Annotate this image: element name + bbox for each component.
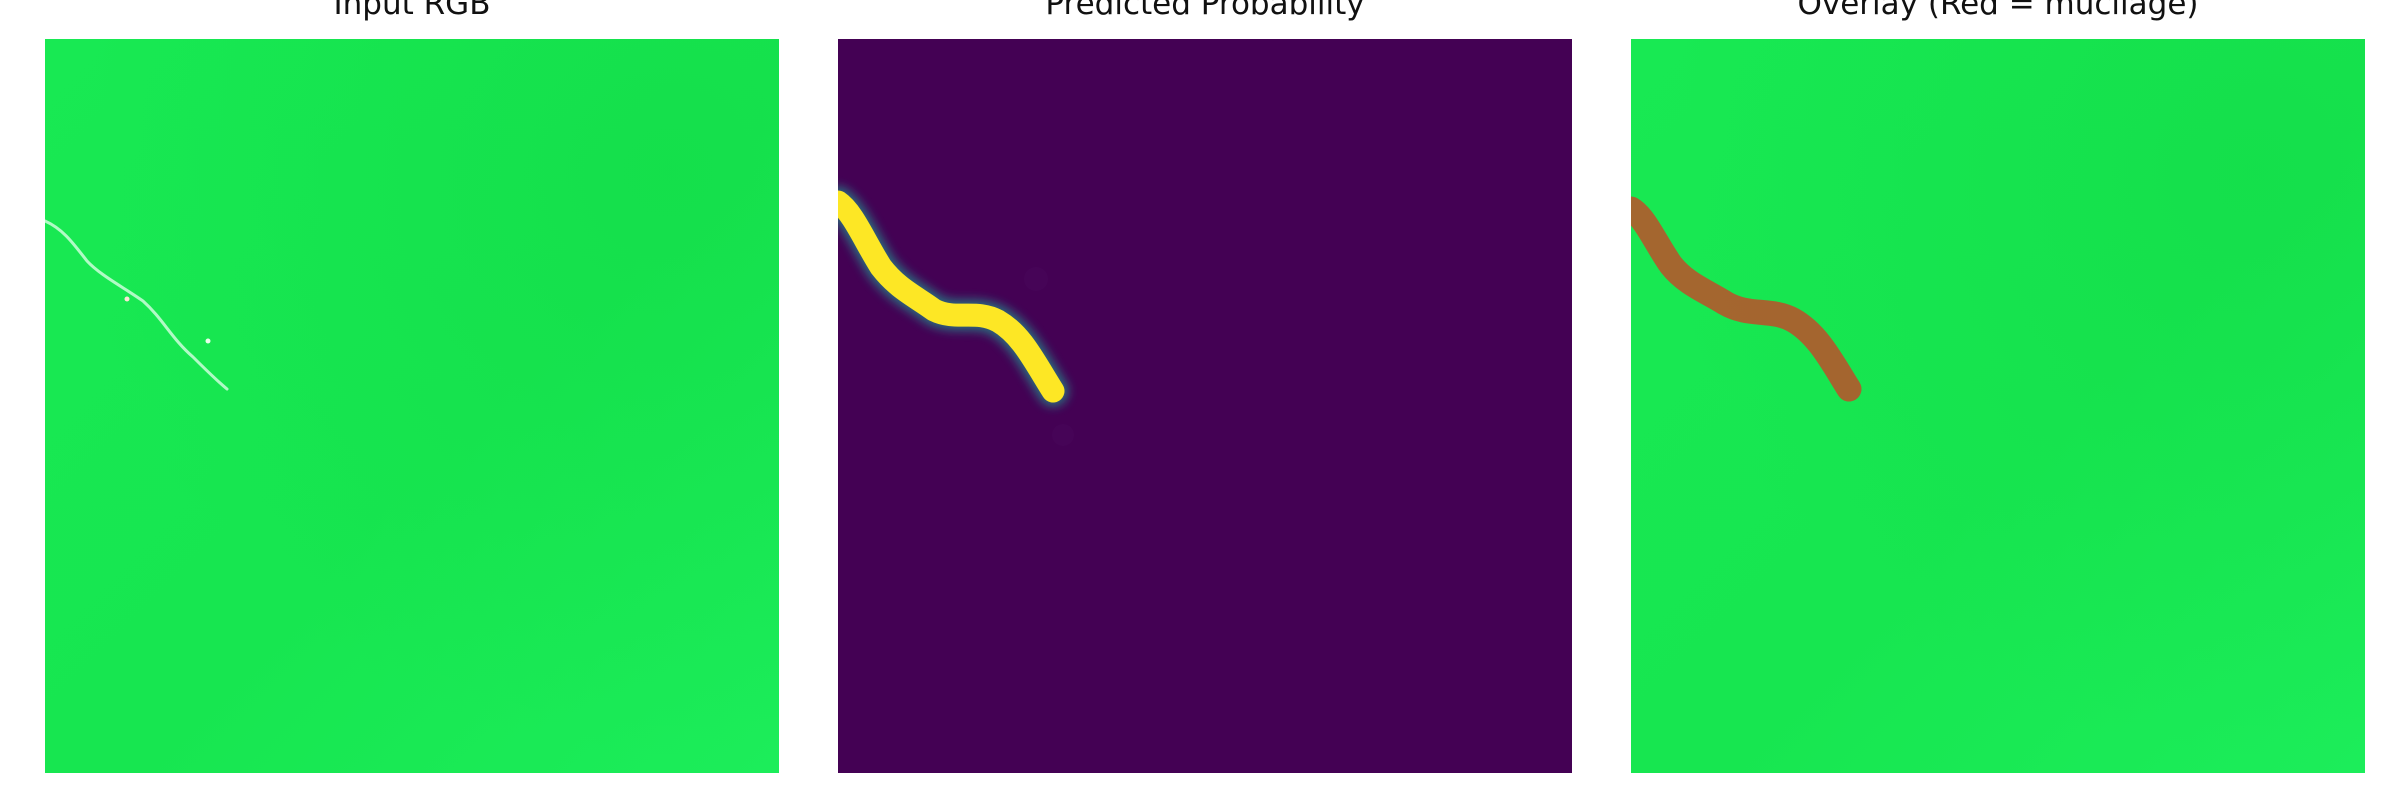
predicted-probability-panel: Predicted Probability <box>838 0 1572 775</box>
input-rgb-panel: Input RGB <box>45 0 779 775</box>
overlay-green-shade <box>1631 39 2365 773</box>
overlay-title: Overlay (Red = mucilage) <box>1631 0 2365 36</box>
low-probability-background <box>838 39 1572 773</box>
high-probability-mucilage <box>838 190 1065 403</box>
faint-probability-spot <box>1052 424 1074 446</box>
input-rgb-title-text: Input RGB <box>333 0 491 22</box>
predicted-probability-svg <box>838 39 1572 773</box>
predicted-probability-image <box>838 39 1572 773</box>
mucilage-red-overlay <box>1631 196 1862 402</box>
mucilage-bright-spot <box>205 338 211 344</box>
mucilage-streak <box>45 219 229 391</box>
predicted-probability-title: Predicted Probability <box>838 0 1572 36</box>
faint-probability-spot <box>1024 267 1048 291</box>
input-rgb-svg <box>45 39 779 773</box>
overlay-panel: Overlay (Red = mucilage) <box>1631 0 2365 775</box>
input-rgb-image <box>45 39 779 773</box>
input-rgb-title: Input RGB <box>45 0 779 36</box>
mucilage-bright-spot <box>124 296 130 302</box>
predicted-probability-title-text: Predicted Probability <box>1045 0 1365 22</box>
overlay-title-text: Overlay (Red = mucilage) <box>1797 0 2199 22</box>
green-water-shade <box>45 39 779 773</box>
overlay-image <box>1631 39 2365 773</box>
overlay-svg <box>1631 39 2365 773</box>
